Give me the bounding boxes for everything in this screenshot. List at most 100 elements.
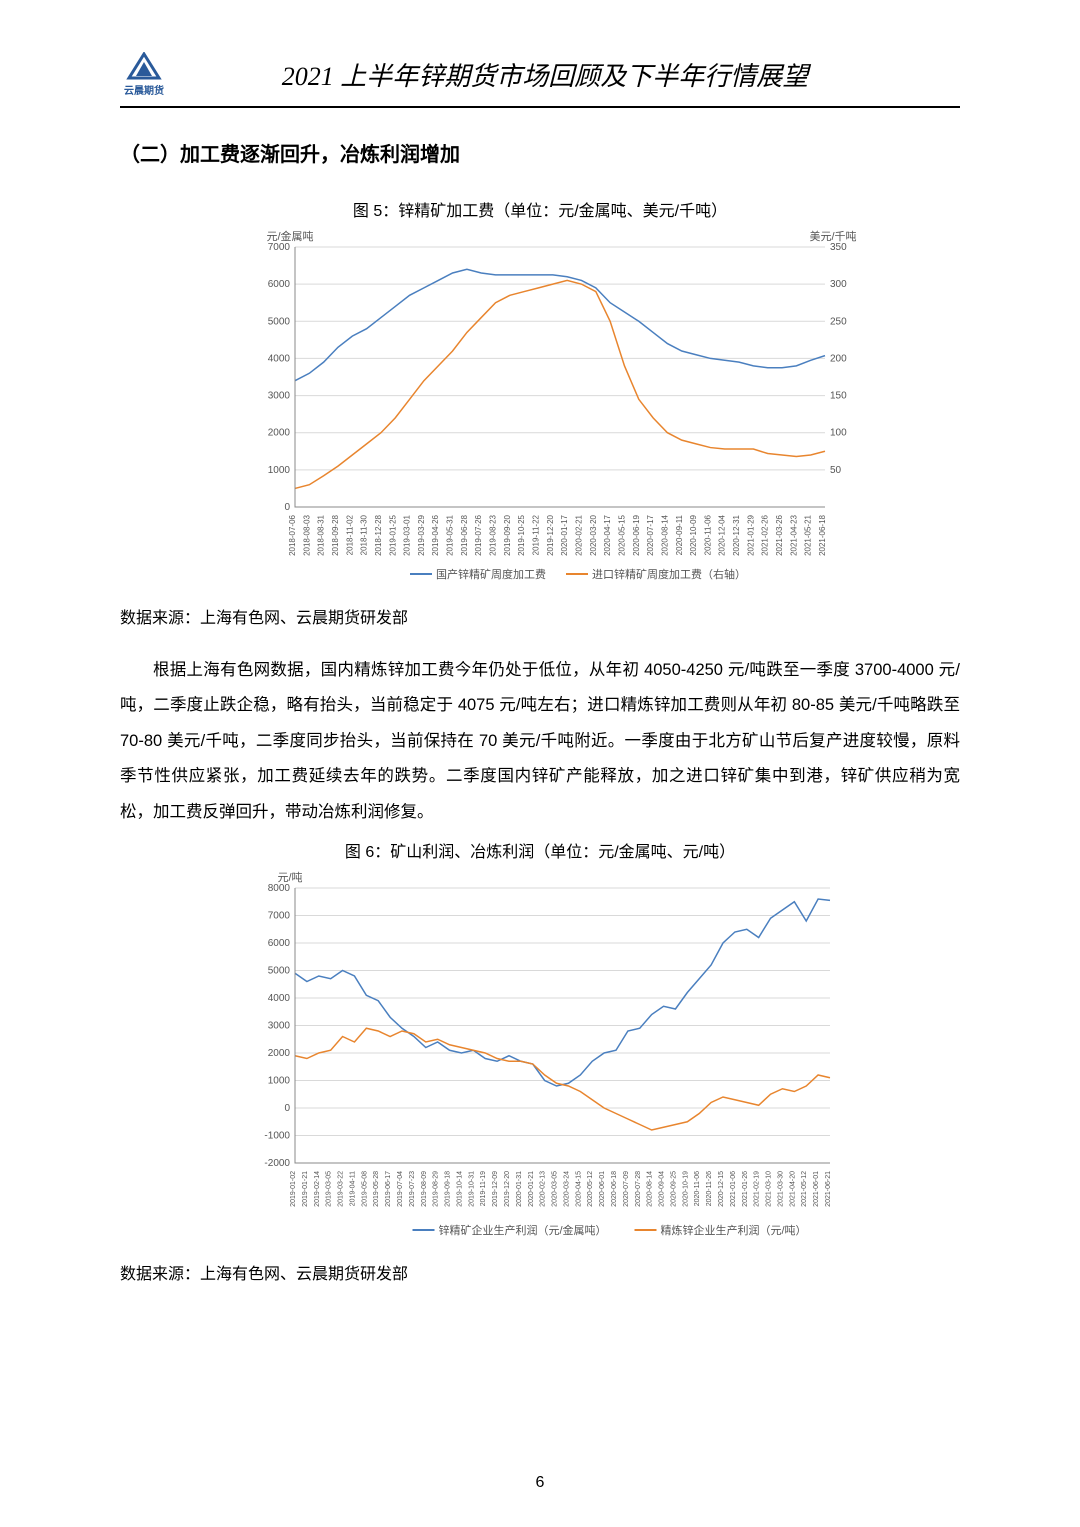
svg-text:2019-11-22: 2019-11-22 bbox=[532, 514, 541, 555]
svg-text:100: 100 bbox=[830, 428, 847, 439]
svg-text:2020-10-09: 2020-10-09 bbox=[689, 514, 698, 555]
svg-text:6000: 6000 bbox=[268, 279, 291, 290]
source6: 数据来源：上海有色网、云晨期货研发部 bbox=[120, 1260, 960, 1284]
chart6-container: -2000-1000010002000300040005000600070008… bbox=[255, 868, 825, 1248]
svg-text:元/金属吨: 元/金属吨 bbox=[266, 229, 313, 243]
svg-text:2019-05-08: 2019-05-08 bbox=[361, 1171, 368, 1207]
svg-text:2019-03-05: 2019-03-05 bbox=[326, 1171, 333, 1207]
svg-text:2019-10-14: 2019-10-14 bbox=[456, 1171, 463, 1207]
svg-text:150: 150 bbox=[830, 391, 847, 402]
svg-text:2020-04-17: 2020-04-17 bbox=[603, 514, 612, 555]
svg-text:0: 0 bbox=[284, 1103, 290, 1114]
svg-text:2000: 2000 bbox=[268, 1048, 291, 1059]
svg-text:2021-05-21: 2021-05-21 bbox=[804, 514, 813, 555]
svg-text:2019-01-21: 2019-01-21 bbox=[302, 1171, 309, 1207]
svg-text:2019-08-29: 2019-08-29 bbox=[433, 1171, 440, 1207]
svg-text:-1000: -1000 bbox=[264, 1131, 290, 1142]
svg-text:3000: 3000 bbox=[268, 1021, 291, 1032]
svg-text:2019-07-23: 2019-07-23 bbox=[409, 1171, 416, 1207]
svg-text:8000: 8000 bbox=[268, 883, 291, 894]
svg-text:2021-06-21: 2021-06-21 bbox=[825, 1171, 832, 1207]
svg-text:2019-12-20: 2019-12-20 bbox=[546, 514, 555, 555]
svg-text:2019-09-18: 2019-09-18 bbox=[445, 1171, 452, 1207]
svg-text:2018-08-31: 2018-08-31 bbox=[317, 514, 326, 555]
svg-text:2020-03-24: 2020-03-24 bbox=[563, 1171, 570, 1207]
svg-text:2020-12-31: 2020-12-31 bbox=[732, 514, 741, 555]
svg-text:国产锌精矿周度加工费: 国产锌精矿周度加工费 bbox=[436, 567, 546, 581]
svg-text:进口锌精矿周度加工费（右轴）: 进口锌精矿周度加工费（右轴） bbox=[592, 567, 746, 581]
svg-text:精炼锌企业生产利润（元/吨）: 精炼锌企业生产利润（元/吨） bbox=[661, 1223, 807, 1237]
svg-text:2021-03-30: 2021-03-30 bbox=[777, 1171, 784, 1207]
svg-text:美元/千吨: 美元/千吨 bbox=[809, 230, 856, 243]
page: 云晨期货 2021 上半年锌期货市场回顾及下半年行情展望 （二）加工费逐渐回升，… bbox=[0, 0, 1080, 1527]
svg-text:2018-11-02: 2018-11-02 bbox=[345, 514, 354, 555]
chart5-container: 0100020003000400050006000700050100150200… bbox=[255, 227, 825, 592]
svg-text:2021-05-12: 2021-05-12 bbox=[801, 1171, 808, 1207]
svg-text:1000: 1000 bbox=[268, 1076, 291, 1087]
svg-text:2019-06-28: 2019-06-28 bbox=[460, 514, 469, 555]
svg-text:1000: 1000 bbox=[268, 465, 291, 476]
svg-text:2020-06-01: 2020-06-01 bbox=[599, 1171, 606, 1207]
svg-text:2020-06-19: 2020-06-19 bbox=[632, 514, 641, 555]
svg-text:2019-10-25: 2019-10-25 bbox=[517, 514, 526, 555]
svg-text:2020-06-18: 2020-06-18 bbox=[611, 1171, 618, 1207]
svg-text:7000: 7000 bbox=[268, 911, 291, 922]
svg-text:2018-11-30: 2018-11-30 bbox=[360, 514, 369, 555]
svg-text:2020-11-26: 2020-11-26 bbox=[706, 1171, 713, 1206]
svg-text:2018-07-06: 2018-07-06 bbox=[288, 514, 297, 555]
svg-text:2021-01-26: 2021-01-26 bbox=[742, 1171, 749, 1207]
svg-text:4000: 4000 bbox=[268, 353, 291, 364]
svg-text:2020-12-15: 2020-12-15 bbox=[718, 1171, 725, 1207]
svg-text:2019-01-25: 2019-01-25 bbox=[388, 514, 397, 555]
svg-text:2019-07-04: 2019-07-04 bbox=[397, 1171, 404, 1207]
body-paragraph: 根据上海有色网数据，国内精炼锌加工费今年仍处于低位，从年初 4050-4250 … bbox=[120, 653, 960, 830]
svg-text:2020-11-06: 2020-11-06 bbox=[694, 1171, 701, 1206]
svg-text:350: 350 bbox=[830, 242, 847, 253]
svg-text:2020-01-31: 2020-01-31 bbox=[516, 1171, 523, 1207]
svg-text:2020-01-21: 2020-01-21 bbox=[528, 1171, 535, 1207]
svg-text:2020-07-17: 2020-07-17 bbox=[646, 514, 655, 555]
svg-text:2021-01-06: 2021-01-06 bbox=[730, 1171, 737, 1207]
svg-text:2019-03-22: 2019-03-22 bbox=[338, 1171, 345, 1207]
svg-text:2020-01-17: 2020-01-17 bbox=[560, 514, 569, 555]
svg-text:2020-09-04: 2020-09-04 bbox=[659, 1171, 666, 1207]
svg-text:2019-05-28: 2019-05-28 bbox=[373, 1171, 380, 1207]
svg-text:2020-10-19: 2020-10-19 bbox=[682, 1171, 689, 1207]
svg-text:2019-12-20: 2019-12-20 bbox=[504, 1171, 511, 1207]
svg-text:2019-12-09: 2019-12-09 bbox=[492, 1171, 499, 1207]
svg-text:2019-09-20: 2019-09-20 bbox=[503, 514, 512, 555]
svg-text:2020-07-09: 2020-07-09 bbox=[623, 1171, 630, 1207]
svg-text:250: 250 bbox=[830, 316, 847, 327]
svg-text:2020-02-13: 2020-02-13 bbox=[540, 1171, 547, 1207]
svg-text:7000: 7000 bbox=[268, 242, 291, 253]
svg-text:6000: 6000 bbox=[268, 938, 291, 949]
svg-text:300: 300 bbox=[830, 279, 847, 290]
svg-text:2020-05-15: 2020-05-15 bbox=[617, 514, 626, 555]
logo: 云晨期货 bbox=[120, 50, 168, 98]
svg-text:2018-08-03: 2018-08-03 bbox=[302, 514, 311, 555]
svg-text:2021-06-01: 2021-06-01 bbox=[813, 1171, 820, 1207]
svg-text:2019-08-09: 2019-08-09 bbox=[421, 1171, 428, 1207]
svg-text:2021-02-19: 2021-02-19 bbox=[754, 1171, 761, 1207]
svg-text:2020-02-21: 2020-02-21 bbox=[574, 514, 583, 555]
svg-text:2019-03-29: 2019-03-29 bbox=[417, 514, 426, 555]
svg-text:2020-08-14: 2020-08-14 bbox=[647, 1171, 654, 1207]
svg-text:2021-04-20: 2021-04-20 bbox=[789, 1171, 796, 1207]
section-heading: （二）加工费逐渐回升，冶炼利润增加 bbox=[120, 138, 960, 167]
chart6-title: 图 6：矿山利润、冶炼利润（单位：元/金属吨、元/吨） bbox=[120, 838, 960, 862]
chart6: -2000-1000010002000300040005000600070008… bbox=[255, 868, 825, 1248]
svg-text:2019-03-01: 2019-03-01 bbox=[403, 514, 412, 555]
page-number: 6 bbox=[0, 1474, 1080, 1492]
svg-text:2021-02-26: 2021-02-26 bbox=[761, 514, 770, 555]
page-header: 云晨期货 2021 上半年锌期货市场回顾及下半年行情展望 bbox=[120, 50, 960, 108]
svg-text:2021-03-26: 2021-03-26 bbox=[775, 514, 784, 555]
svg-text:2019-04-11: 2019-04-11 bbox=[349, 1171, 356, 1206]
svg-text:2019-05-31: 2019-05-31 bbox=[446, 514, 455, 555]
svg-text:2020-05-12: 2020-05-12 bbox=[587, 1171, 594, 1207]
svg-text:2021-01-29: 2021-01-29 bbox=[746, 514, 755, 555]
svg-text:2020-08-14: 2020-08-14 bbox=[660, 514, 669, 555]
svg-text:2020-11-06: 2020-11-06 bbox=[703, 514, 712, 555]
svg-text:元/吨: 元/吨 bbox=[277, 871, 302, 884]
svg-text:50: 50 bbox=[830, 465, 842, 476]
svg-text:2020-03-20: 2020-03-20 bbox=[589, 514, 598, 555]
